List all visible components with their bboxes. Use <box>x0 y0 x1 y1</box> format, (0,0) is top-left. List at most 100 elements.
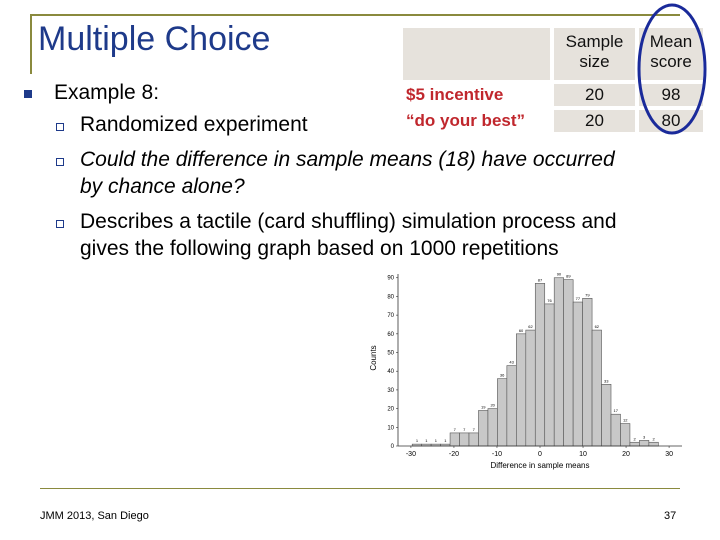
table-cell-row2-size <box>554 110 635 132</box>
bar-count-label: 19 <box>481 404 486 409</box>
histogram-bar <box>620 423 631 447</box>
y-tick-label: 40 <box>387 369 394 375</box>
bar-count-label: 1 <box>444 438 447 443</box>
y-tick-label: 70 <box>387 313 394 319</box>
histogram-bar <box>629 441 640 447</box>
y-axis-label: Counts <box>369 345 378 370</box>
histogram-axes: 0 10 20 30 40 50 60 70 80 90 -30 -20 -10 0 10 20 30 <box>387 274 682 458</box>
x-tick-label: 30 <box>665 451 673 458</box>
histogram-bar <box>525 329 536 447</box>
bar-count-label: 2 <box>634 436 637 441</box>
frame-top-rule <box>30 14 680 16</box>
table-cell-row1-mean <box>639 84 703 106</box>
bar-count-label: 1 <box>435 438 438 443</box>
bar-count-label: 12 <box>623 418 628 423</box>
table-header-size-cell <box>554 28 635 80</box>
histogram-bar <box>572 301 583 447</box>
y-tick-label: 60 <box>387 332 394 338</box>
bullet-text: Could the difference in sample means (18… <box>80 148 615 171</box>
bar-count-label: 89 <box>566 274 571 279</box>
page-number: 37 <box>664 510 677 522</box>
bar-count-label: 7 <box>473 427 476 432</box>
y-tick-label: 90 <box>387 276 394 282</box>
y-tick-label: 0 <box>391 444 395 450</box>
histogram-bar <box>544 303 555 447</box>
x-tick-label: -10 <box>492 451 502 458</box>
histogram-bar <box>468 432 479 447</box>
bar-count-label: 87 <box>538 277 543 282</box>
y-tick-label: 10 <box>387 425 394 431</box>
bullet-text: Randomized experiment <box>80 113 308 136</box>
histogram-bar <box>639 440 650 447</box>
slide-title: Multiple Choice <box>38 20 271 58</box>
x-tick-label: 0 <box>538 451 542 458</box>
y-tick-label: 50 <box>387 351 394 357</box>
bar-count-label: 62 <box>528 324 533 329</box>
table-corner-cell <box>403 28 550 80</box>
x-tick-label: -20 <box>449 451 459 458</box>
frame-left-rule <box>30 14 32 74</box>
histogram-bar <box>610 413 621 447</box>
y-tick-label: 80 <box>387 294 394 300</box>
table-header-mean: Mean score <box>639 32 703 72</box>
bullet-square-icon <box>24 90 32 98</box>
histogram-bar <box>563 279 574 447</box>
bar-count-label: 36 <box>500 373 505 378</box>
bar-count-label: 3 <box>643 434 646 439</box>
table-row-label: “do your best” <box>406 111 526 130</box>
table-header-mean-line2: score <box>650 52 692 71</box>
bar-count-label: 76 <box>547 298 552 303</box>
bar-count-label: 20 <box>490 403 495 408</box>
bar-count-label: 33 <box>604 378 609 383</box>
example-heading: Example 8: <box>54 81 160 104</box>
bar-count-label: 1 <box>425 438 428 443</box>
bar-count-label: 79 <box>585 292 590 297</box>
table-cell-row1-size <box>554 84 635 106</box>
table-header-mean-line1: Mean <box>649 32 693 51</box>
histogram-bar <box>553 277 564 447</box>
x-axis-label: Difference in sample means <box>490 461 589 470</box>
table-cell-value: 98 <box>661 85 681 104</box>
histogram-bar <box>582 298 593 447</box>
histogram-bar <box>478 410 489 447</box>
y-tick-label: 30 <box>387 388 394 394</box>
bullet-text-continued: gives the following graph based on 1000 … <box>80 237 559 260</box>
sub-bullet-icon <box>56 158 64 166</box>
bar-count-label: 62 <box>595 324 600 329</box>
x-tick-label: 20 <box>622 451 630 458</box>
footer-text: JMM 2013, San Diego <box>40 510 149 522</box>
table-cell-value: 20 <box>585 111 604 130</box>
histogram-bar <box>601 384 612 447</box>
table-header-size-line1: Sample <box>565 32 624 51</box>
bullet-text: Describes a tactile (card shuffling) sim… <box>80 210 617 233</box>
x-tick-label: 10 <box>579 451 587 458</box>
histogram-bar <box>516 333 527 447</box>
bar-count-label: 90 <box>557 272 562 277</box>
bar-count-label: 2 <box>652 436 655 441</box>
footer-rule <box>40 488 680 489</box>
sub-bullet-icon <box>56 123 64 131</box>
bar-count-label: 1 <box>416 438 419 443</box>
bar-count-label: 43 <box>509 360 514 365</box>
table-cell-value: 80 <box>661 111 681 130</box>
bar-count-label: 77 <box>576 296 581 301</box>
histogram-bar <box>487 408 498 447</box>
highlight-circle <box>637 3 707 135</box>
table-header-size-line2: size <box>579 52 610 71</box>
histogram-bar <box>459 432 470 447</box>
x-tick-label: -30 <box>406 451 416 458</box>
sub-bullet-icon <box>56 220 64 228</box>
table-row-label: $5 incentive <box>406 85 504 104</box>
histogram-bar <box>449 432 460 447</box>
bar-count-label: 7 <box>454 427 457 432</box>
bar-count-label: 60 <box>519 328 524 333</box>
histogram-bar <box>497 378 508 447</box>
table-header-size: Sample size <box>554 32 635 72</box>
y-tick-label: 20 <box>387 407 394 413</box>
histogram-bar <box>648 441 659 447</box>
histogram-bar <box>506 365 517 447</box>
histogram-bar <box>534 283 546 447</box>
bullet-text-continued: by chance alone? <box>80 175 245 198</box>
